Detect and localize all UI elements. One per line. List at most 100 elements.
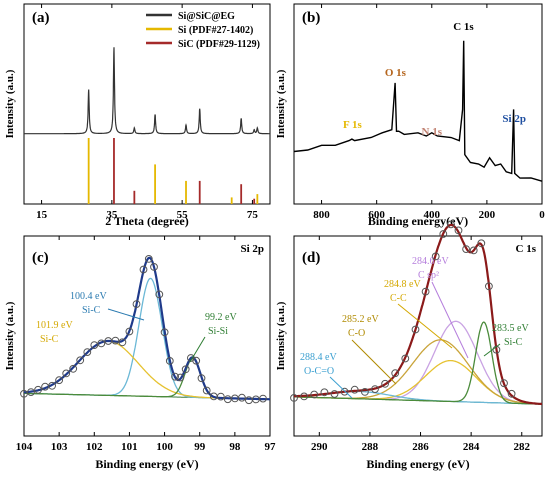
x-ticks-c: 104 103 102 101 100 99 98 97 bbox=[16, 236, 276, 453]
annotation-label: Si-C bbox=[504, 337, 523, 348]
x-tick-label: 0 bbox=[539, 209, 545, 221]
data-point bbox=[421, 287, 430, 296]
data-point bbox=[76, 356, 85, 365]
x-tick-label: 99 bbox=[194, 441, 206, 453]
data-point bbox=[111, 336, 120, 345]
x-axis-label-d: Binding energy (eV) bbox=[366, 457, 469, 471]
plot-frame-d bbox=[293, 235, 543, 437]
annotation-arrow bbox=[431, 281, 469, 359]
data-point bbox=[431, 252, 440, 261]
x-tick-label: 600 bbox=[368, 209, 385, 221]
fit-component-line bbox=[294, 321, 543, 405]
annotation-arrow bbox=[107, 308, 145, 321]
y-axis-label-c: Intensity (a.u.) bbox=[4, 301, 16, 370]
y-axis-label-d: Intensity (a.u.) bbox=[275, 301, 287, 370]
peak-label: C 1s bbox=[453, 21, 474, 33]
data-point bbox=[310, 390, 319, 399]
x-tick-label: 101 bbox=[121, 441, 138, 453]
data-point bbox=[350, 385, 359, 394]
annotation-label: 288.4 eV bbox=[300, 352, 337, 363]
x-tick-label: 75 bbox=[247, 209, 259, 221]
data-point bbox=[361, 388, 369, 396]
peak-annotations-b: C 1s O 1s F 1s N 1s Si 2p bbox=[343, 21, 526, 138]
x-tick-label: 800 bbox=[313, 209, 330, 221]
data-point bbox=[34, 385, 42, 394]
legend-entry: Si (PDF#27-1402) bbox=[178, 25, 253, 36]
annotation-label: 284.8 eV bbox=[384, 279, 421, 290]
annotation-label: 101.9 eV bbox=[36, 320, 73, 331]
x-axis-label-b: Binding energy(eV) bbox=[368, 214, 468, 228]
data-point bbox=[150, 263, 158, 271]
x-tick-label: 100 bbox=[156, 441, 173, 453]
y-axis-label-a: Intensity (a.u.) bbox=[4, 69, 16, 138]
annotation-label: 99.2 eV bbox=[205, 312, 237, 323]
data-point bbox=[90, 341, 99, 350]
annotation-label: O-C=O bbox=[304, 366, 334, 377]
data-point bbox=[371, 385, 379, 394]
peak-label: Si 2p bbox=[502, 113, 526, 125]
data-point bbox=[439, 230, 448, 238]
annotation-label: Si-Si bbox=[208, 326, 228, 337]
annotation-label: C-C bbox=[390, 293, 407, 304]
x-tick-label: 282 bbox=[514, 441, 531, 453]
plot-frame-a bbox=[23, 3, 271, 205]
data-point bbox=[507, 389, 516, 398]
x-tick-label: 400 bbox=[424, 209, 441, 221]
x-tick-label: 104 bbox=[16, 441, 33, 453]
annotation-arrow bbox=[397, 303, 453, 349]
data-point bbox=[69, 364, 78, 373]
data-point bbox=[155, 290, 164, 299]
data-point bbox=[125, 327, 134, 336]
x-axis-label-c: Binding energy (eV) bbox=[95, 457, 198, 471]
x-tick-label: 103 bbox=[51, 441, 68, 453]
data-point bbox=[469, 246, 478, 255]
annotation-label: C-O bbox=[348, 328, 365, 339]
fit-envelope-line bbox=[294, 223, 542, 406]
data-point bbox=[202, 386, 211, 395]
annotation-arrow bbox=[189, 336, 206, 363]
legend-entry: SiC (PDF#29-1129) bbox=[178, 39, 260, 50]
data-point bbox=[197, 374, 206, 383]
x-ticks-a: 15 35 55 75 bbox=[36, 4, 258, 221]
panel-label-b: (b) bbox=[302, 10, 320, 26]
x-axis-label-a: 2 Theta (degree) bbox=[105, 214, 189, 228]
plot-area-c bbox=[20, 255, 270, 405]
plot-frame-b bbox=[293, 3, 543, 205]
x-tick-label: 97 bbox=[265, 441, 277, 453]
data-point bbox=[171, 372, 180, 381]
data-point bbox=[401, 354, 410, 363]
data-point bbox=[320, 388, 329, 397]
fit-component-line bbox=[23, 340, 270, 400]
plot-area-b bbox=[293, 40, 543, 182]
annotation-label: 285.2 eV bbox=[342, 314, 379, 325]
data-point bbox=[20, 389, 28, 398]
data-point bbox=[259, 394, 267, 403]
peak-label: F 1s bbox=[343, 119, 363, 131]
legend-entry: Si@SiC@EG bbox=[178, 11, 235, 22]
x-ticks-d: 290 288 286 284 282 bbox=[311, 236, 531, 453]
x-tick-label: 35 bbox=[106, 209, 118, 221]
data-point bbox=[132, 300, 141, 309]
panel-title-c: Si 2p bbox=[240, 243, 264, 255]
x-tick-label: 290 bbox=[311, 441, 328, 453]
x-tick-label: 102 bbox=[86, 441, 103, 453]
survey-spectrum-line bbox=[293, 40, 543, 182]
data-point bbox=[485, 282, 493, 291]
data-point bbox=[447, 220, 455, 229]
data-point bbox=[411, 325, 420, 334]
annotation-label: 283.5 eV bbox=[492, 323, 529, 334]
panel-label-d: (d) bbox=[302, 250, 320, 266]
data-point bbox=[381, 379, 390, 388]
x-tick-label: 98 bbox=[229, 441, 241, 453]
plot-area-d bbox=[290, 220, 543, 406]
data-point bbox=[238, 393, 246, 402]
data-point bbox=[97, 339, 106, 348]
data-point bbox=[192, 356, 201, 365]
data-point bbox=[181, 365, 190, 374]
panel-label-a: (a) bbox=[32, 10, 50, 26]
x-ticks-b: 800 600 400 200 0 bbox=[313, 4, 545, 221]
xrd-pattern-line bbox=[24, 47, 270, 135]
data-point bbox=[477, 239, 486, 248]
annotation-arrow bbox=[351, 339, 397, 385]
data-point bbox=[144, 255, 153, 263]
